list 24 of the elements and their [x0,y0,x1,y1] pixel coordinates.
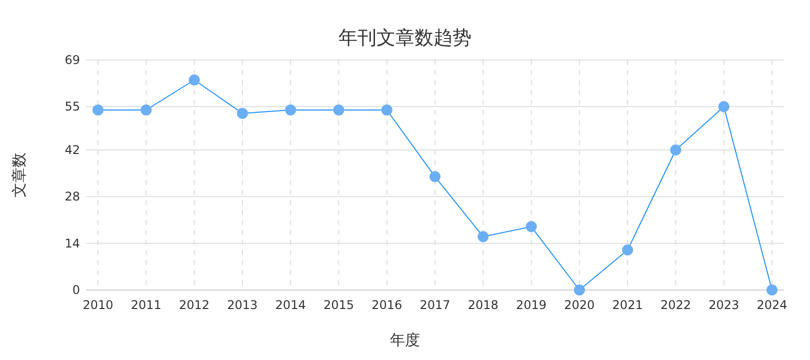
x-tick-label: 2021 [612,298,643,312]
x-tick-label: 2022 [660,298,691,312]
x-tick-label: 2012 [179,298,210,312]
x-tick-label: 2019 [516,298,547,312]
x-tick-label: 2015 [323,298,354,312]
y-tick-label: 42 [64,143,80,157]
x-tick-label: 2014 [275,298,306,312]
y-tick-label: 14 [64,236,80,250]
x-tick-label: 2020 [564,298,595,312]
x-tick-label: 2010 [82,298,114,312]
x-tick-label: 2024 [756,298,788,312]
x-tick-label: 2016 [372,298,402,312]
x-tick-label: 2017 [420,298,450,312]
x-tick-label: 2013 [227,298,258,312]
chart-title: 年刊文章数趋势 [338,27,472,49]
y-axis-title: 文章数 [10,152,28,198]
x-tick-label: 2023 [708,298,740,312]
y-tick-label: 0 [72,283,80,297]
y-tick-label: 69 [64,53,80,67]
x-axis-title: 年度 [390,331,420,349]
x-tick-label: 2011 [130,298,162,312]
x-tick-label: 2018 [468,298,498,312]
y-tick-label: 28 [64,190,80,204]
y-tick-label: 55 [64,100,80,114]
